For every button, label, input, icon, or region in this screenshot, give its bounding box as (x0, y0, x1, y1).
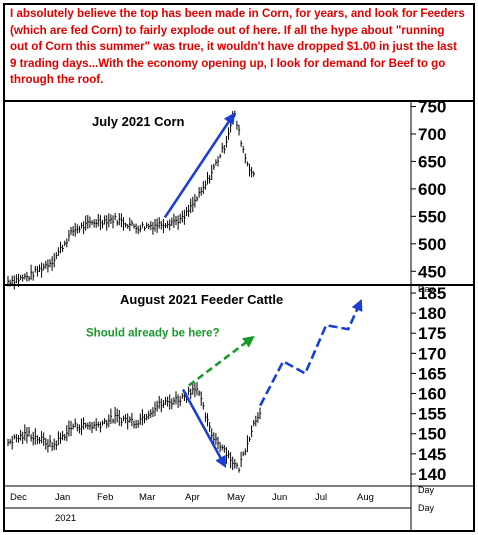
price-tick-label: 500 (418, 235, 446, 254)
blue-arrow (163, 112, 236, 219)
green-arrow-label: Should already be here? (86, 327, 220, 339)
projected-path (259, 298, 363, 407)
month-tick-aug: Aug (357, 492, 374, 503)
price-tick-label: 160 (418, 385, 446, 404)
panel-title: July 2021 Corn (92, 114, 185, 129)
corn-panel: July 2021 Corn 450 500 550 600 650 700 750 Day (7, 97, 446, 294)
month-tick-mar: Mar (139, 492, 155, 503)
month-tick-jun: Jun (272, 492, 287, 503)
price-tick-label: 180 (418, 304, 446, 323)
price-tick-label: 700 (418, 125, 446, 144)
feeder-cattle-panel: August 2021 Feeder Cattle 140145150155160… (7, 284, 446, 495)
price-tick-label: 170 (418, 344, 446, 363)
price-tick-label: 155 (418, 405, 446, 424)
price-tick-label: 550 (418, 207, 446, 226)
price-tick-label: 650 (418, 152, 446, 171)
price-tick-label: 175 (418, 324, 446, 343)
price-axis-unit-label: Day (418, 485, 435, 495)
price-tick-label: 140 (418, 465, 446, 484)
month-tick-apr: Apr (185, 492, 200, 503)
time-axis: Dec Jan Feb Mar Apr May Jun Jul Aug 2021… (10, 492, 435, 524)
month-tick-jan: Jan (55, 492, 70, 503)
price-tick-label: 145 (418, 445, 446, 464)
price-tick-label: 600 (418, 180, 446, 199)
price-tick-label: 185 (418, 284, 446, 303)
price-tick-label: 750 (418, 97, 446, 116)
month-tick-feb: Feb (97, 492, 113, 503)
blue-arrow (181, 388, 227, 468)
year-label: 2021 (55, 513, 76, 524)
month-tick-dec: Dec (10, 492, 27, 503)
green-arrow (188, 335, 255, 387)
month-tick-may: May (227, 492, 245, 503)
panel-title: August 2021 Feeder Cattle (120, 292, 283, 307)
price-tick-label: 165 (418, 364, 446, 383)
price-tick-label: 150 (418, 425, 446, 444)
commentary-text: I absolutely believe the top has been ma… (10, 7, 465, 86)
price-axis-unit-label: Day (418, 284, 435, 294)
time-axis-unit-label: Day (418, 503, 435, 513)
chart-frame (3, 3, 475, 532)
price-tick-label: 450 (418, 262, 446, 281)
month-tick-jul: Jul (315, 492, 327, 503)
